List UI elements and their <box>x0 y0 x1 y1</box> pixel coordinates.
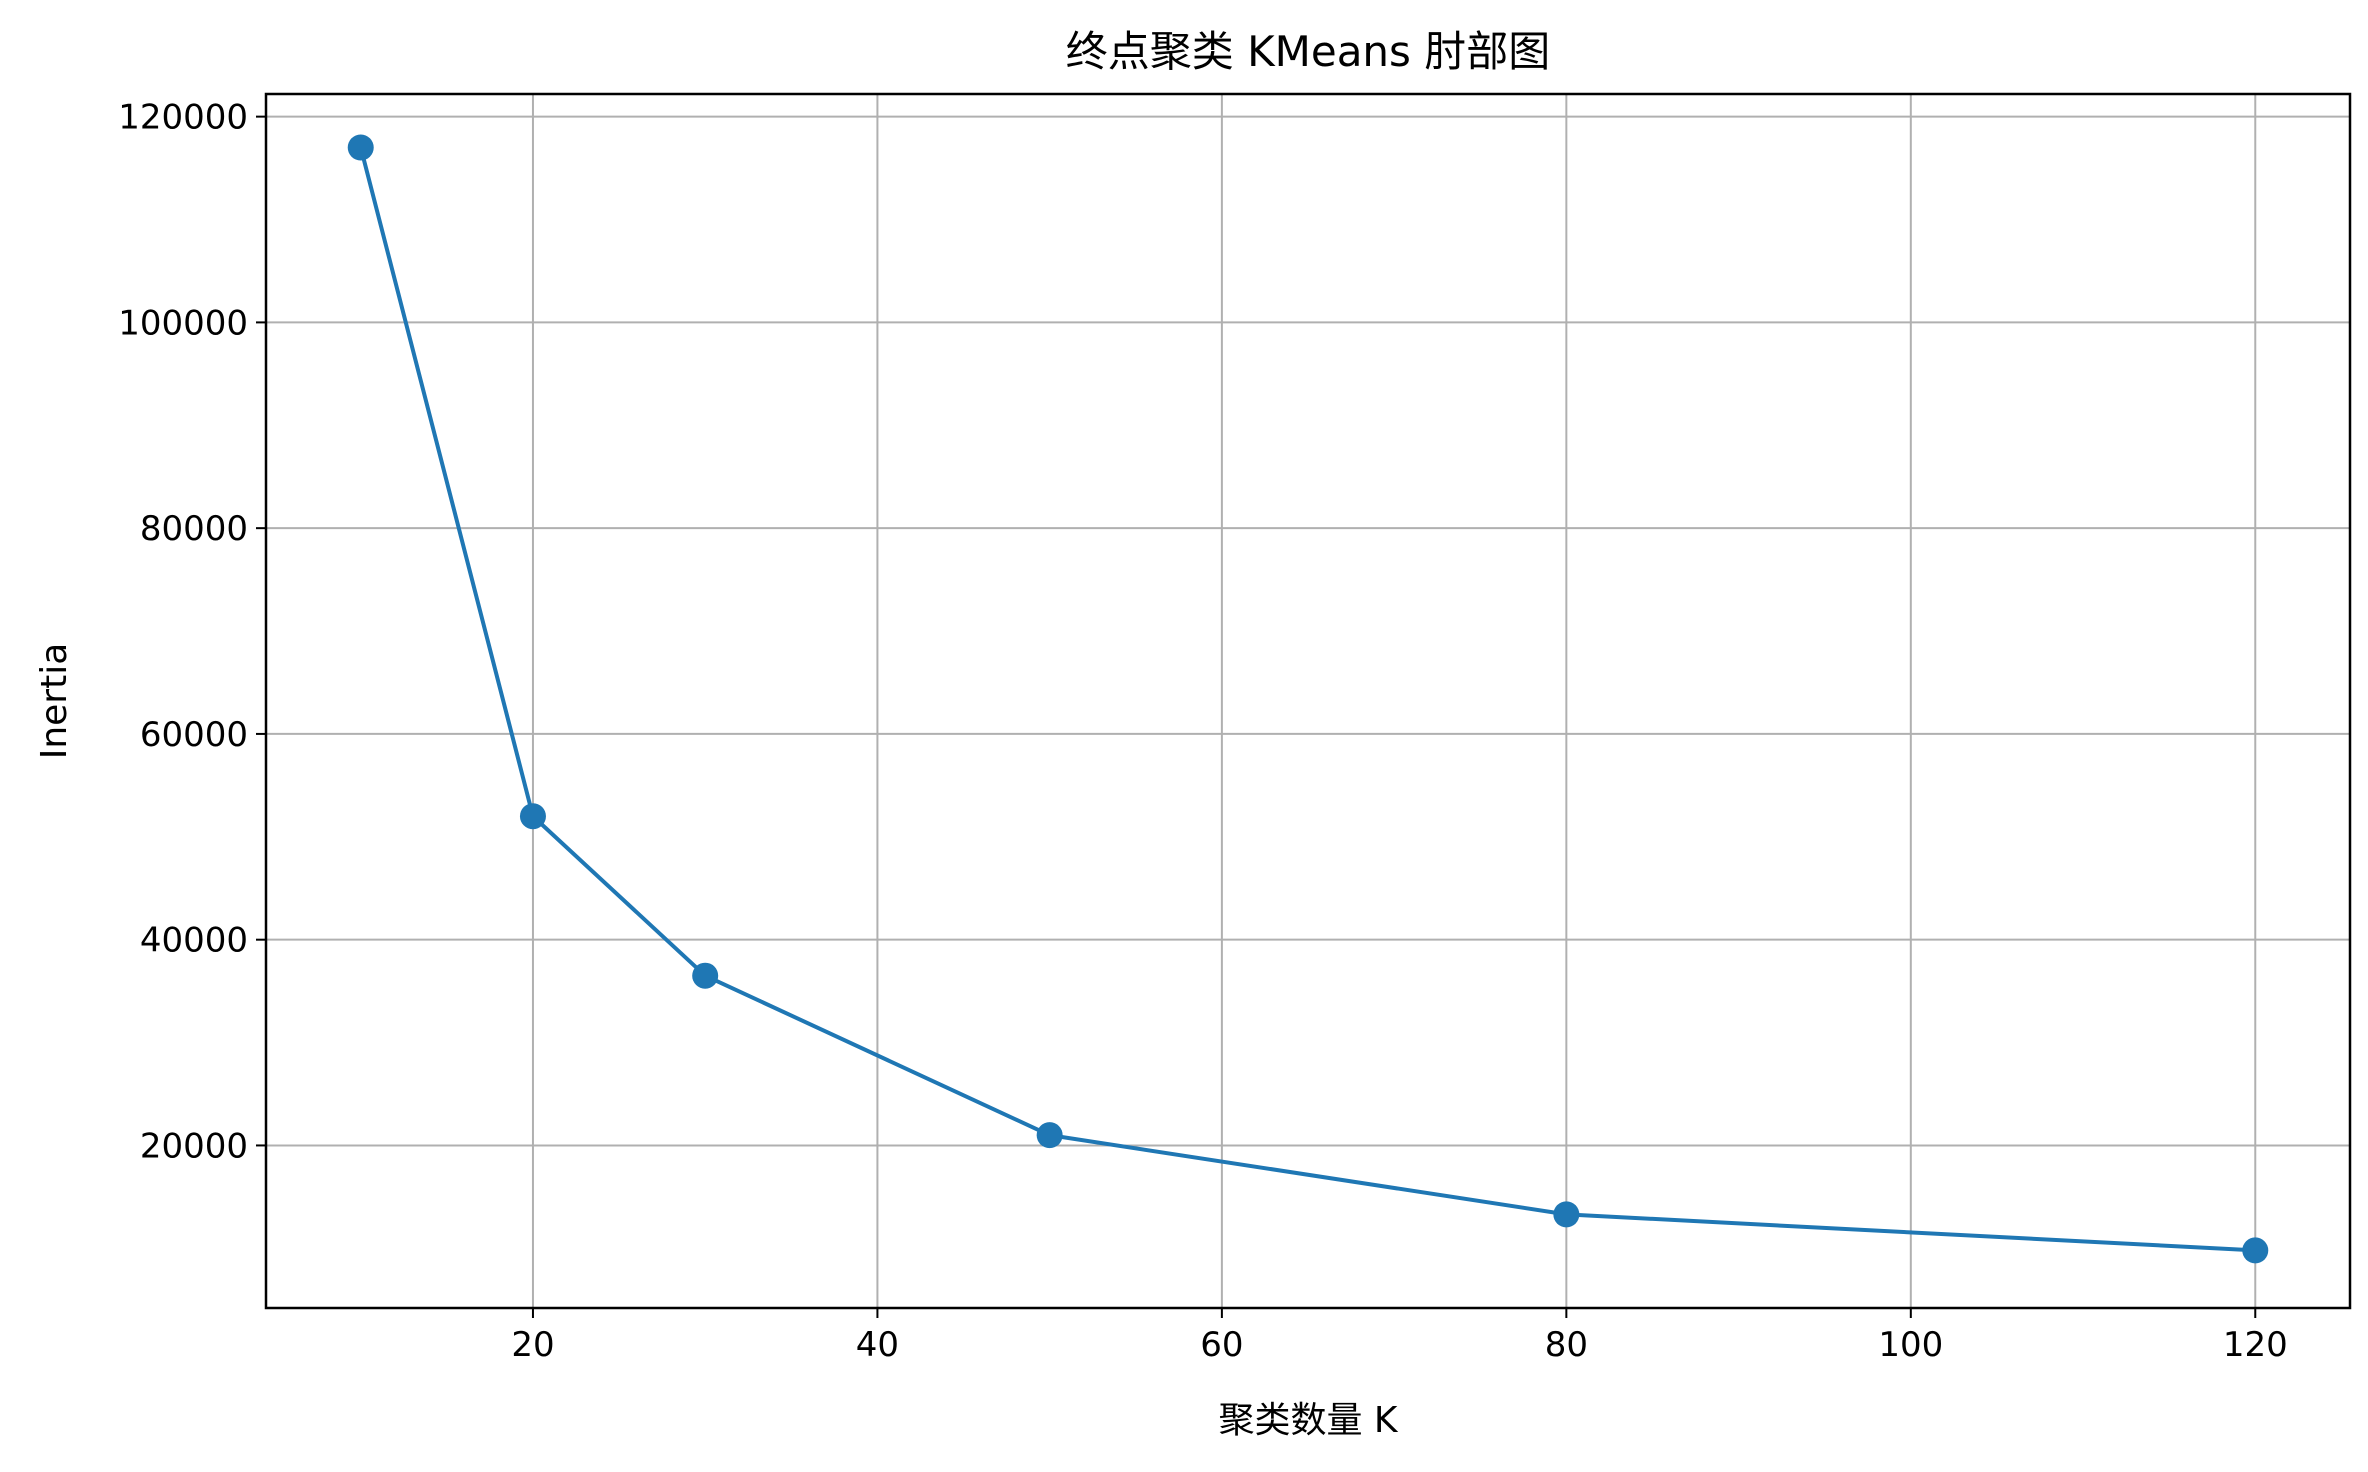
x-axis-title: 聚类数量 K <box>1218 1400 1398 1441</box>
y-tick-label: 100000 <box>118 303 248 343</box>
x-tick-label: 80 <box>1545 1325 1588 1365</box>
y-axis-title: Inertia <box>34 643 75 760</box>
y-tick-label: 80000 <box>140 509 248 549</box>
x-tick-label: 100 <box>1878 1325 1943 1365</box>
data-point <box>692 962 719 989</box>
x-tick-label: 20 <box>511 1325 554 1365</box>
series-line <box>358 145 2258 1253</box>
data-point <box>1553 1201 1580 1228</box>
y-tick-label: 40000 <box>140 921 248 961</box>
y-tick-label: 60000 <box>140 715 248 755</box>
data-point <box>2242 1237 2269 1264</box>
series-layer <box>347 134 2269 1264</box>
data-point <box>347 134 374 161</box>
x-tick-label: 60 <box>1200 1325 1243 1365</box>
data-point <box>1036 1122 1063 1149</box>
data-point <box>519 803 546 830</box>
grid-layer <box>266 94 2350 1308</box>
tick-layer: 20 40 60 80 100 120 20000 40000 60000 80000 100000… <box>118 98 2288 1365</box>
x-tick-label: 120 <box>2223 1325 2288 1365</box>
chart-title: 终点聚类 KMeans 肘部图 <box>1066 27 1551 76</box>
y-tick-label: 120000 <box>118 98 248 138</box>
y-tick-label: 20000 <box>140 1126 248 1166</box>
plot-frame <box>264 92 2352 1310</box>
x-tick-label: 40 <box>856 1325 899 1365</box>
